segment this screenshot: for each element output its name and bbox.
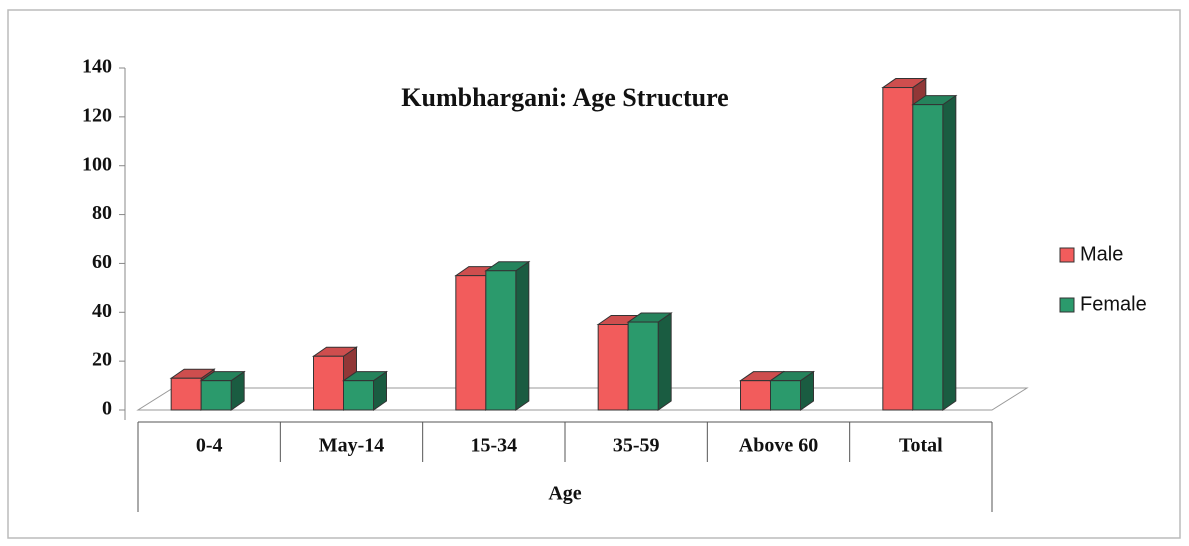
x-tick-label: Total [899, 435, 943, 457]
bar-side [515, 260, 530, 411]
bar-front [170, 377, 202, 411]
bar-front [882, 87, 914, 411]
bar-front [485, 270, 517, 411]
bar [199, 370, 246, 411]
legend-swatch [1059, 247, 1075, 263]
bar-front [597, 324, 629, 411]
y-tick-label: 100 [82, 153, 112, 175]
bar-front [200, 380, 232, 411]
legend-label: Male [1080, 243, 1123, 265]
x-tick-label: 35-59 [613, 435, 660, 457]
bar-front [770, 380, 801, 411]
y-tick-label: 120 [82, 104, 112, 126]
bar [768, 370, 816, 411]
y-tick-label: 140 [82, 56, 112, 78]
y-tick-label: 80 [92, 202, 112, 224]
bar-side [942, 94, 957, 411]
bar-front [740, 380, 771, 411]
y-tick-label: 0 [102, 398, 112, 420]
x-axis-label: Age [548, 483, 581, 505]
floor [136, 387, 1029, 411]
y-tick-label: 20 [92, 349, 112, 371]
y-tick-label: 60 [92, 251, 112, 273]
bar [341, 370, 389, 411]
legend-swatch [1059, 297, 1075, 313]
x-tick-label: May-14 [319, 435, 385, 457]
y-tick-label: 40 [92, 300, 112, 322]
bar [626, 312, 673, 411]
bar-front [455, 275, 487, 411]
chart-border [7, 9, 1181, 539]
bar-side [657, 312, 672, 411]
x-tick-label: Above 60 [739, 435, 818, 457]
bar-front [627, 321, 659, 411]
x-tick-label: 0-4 [196, 435, 223, 457]
bar [911, 94, 958, 411]
x-tick-label: 15-34 [470, 435, 517, 457]
bar-front [313, 355, 344, 411]
bar [484, 260, 531, 411]
bar-front [343, 380, 374, 411]
bar-front [912, 104, 944, 411]
legend-label: Female [1080, 293, 1147, 315]
chart-title: Kumbhargani: Age Structure [401, 83, 728, 112]
